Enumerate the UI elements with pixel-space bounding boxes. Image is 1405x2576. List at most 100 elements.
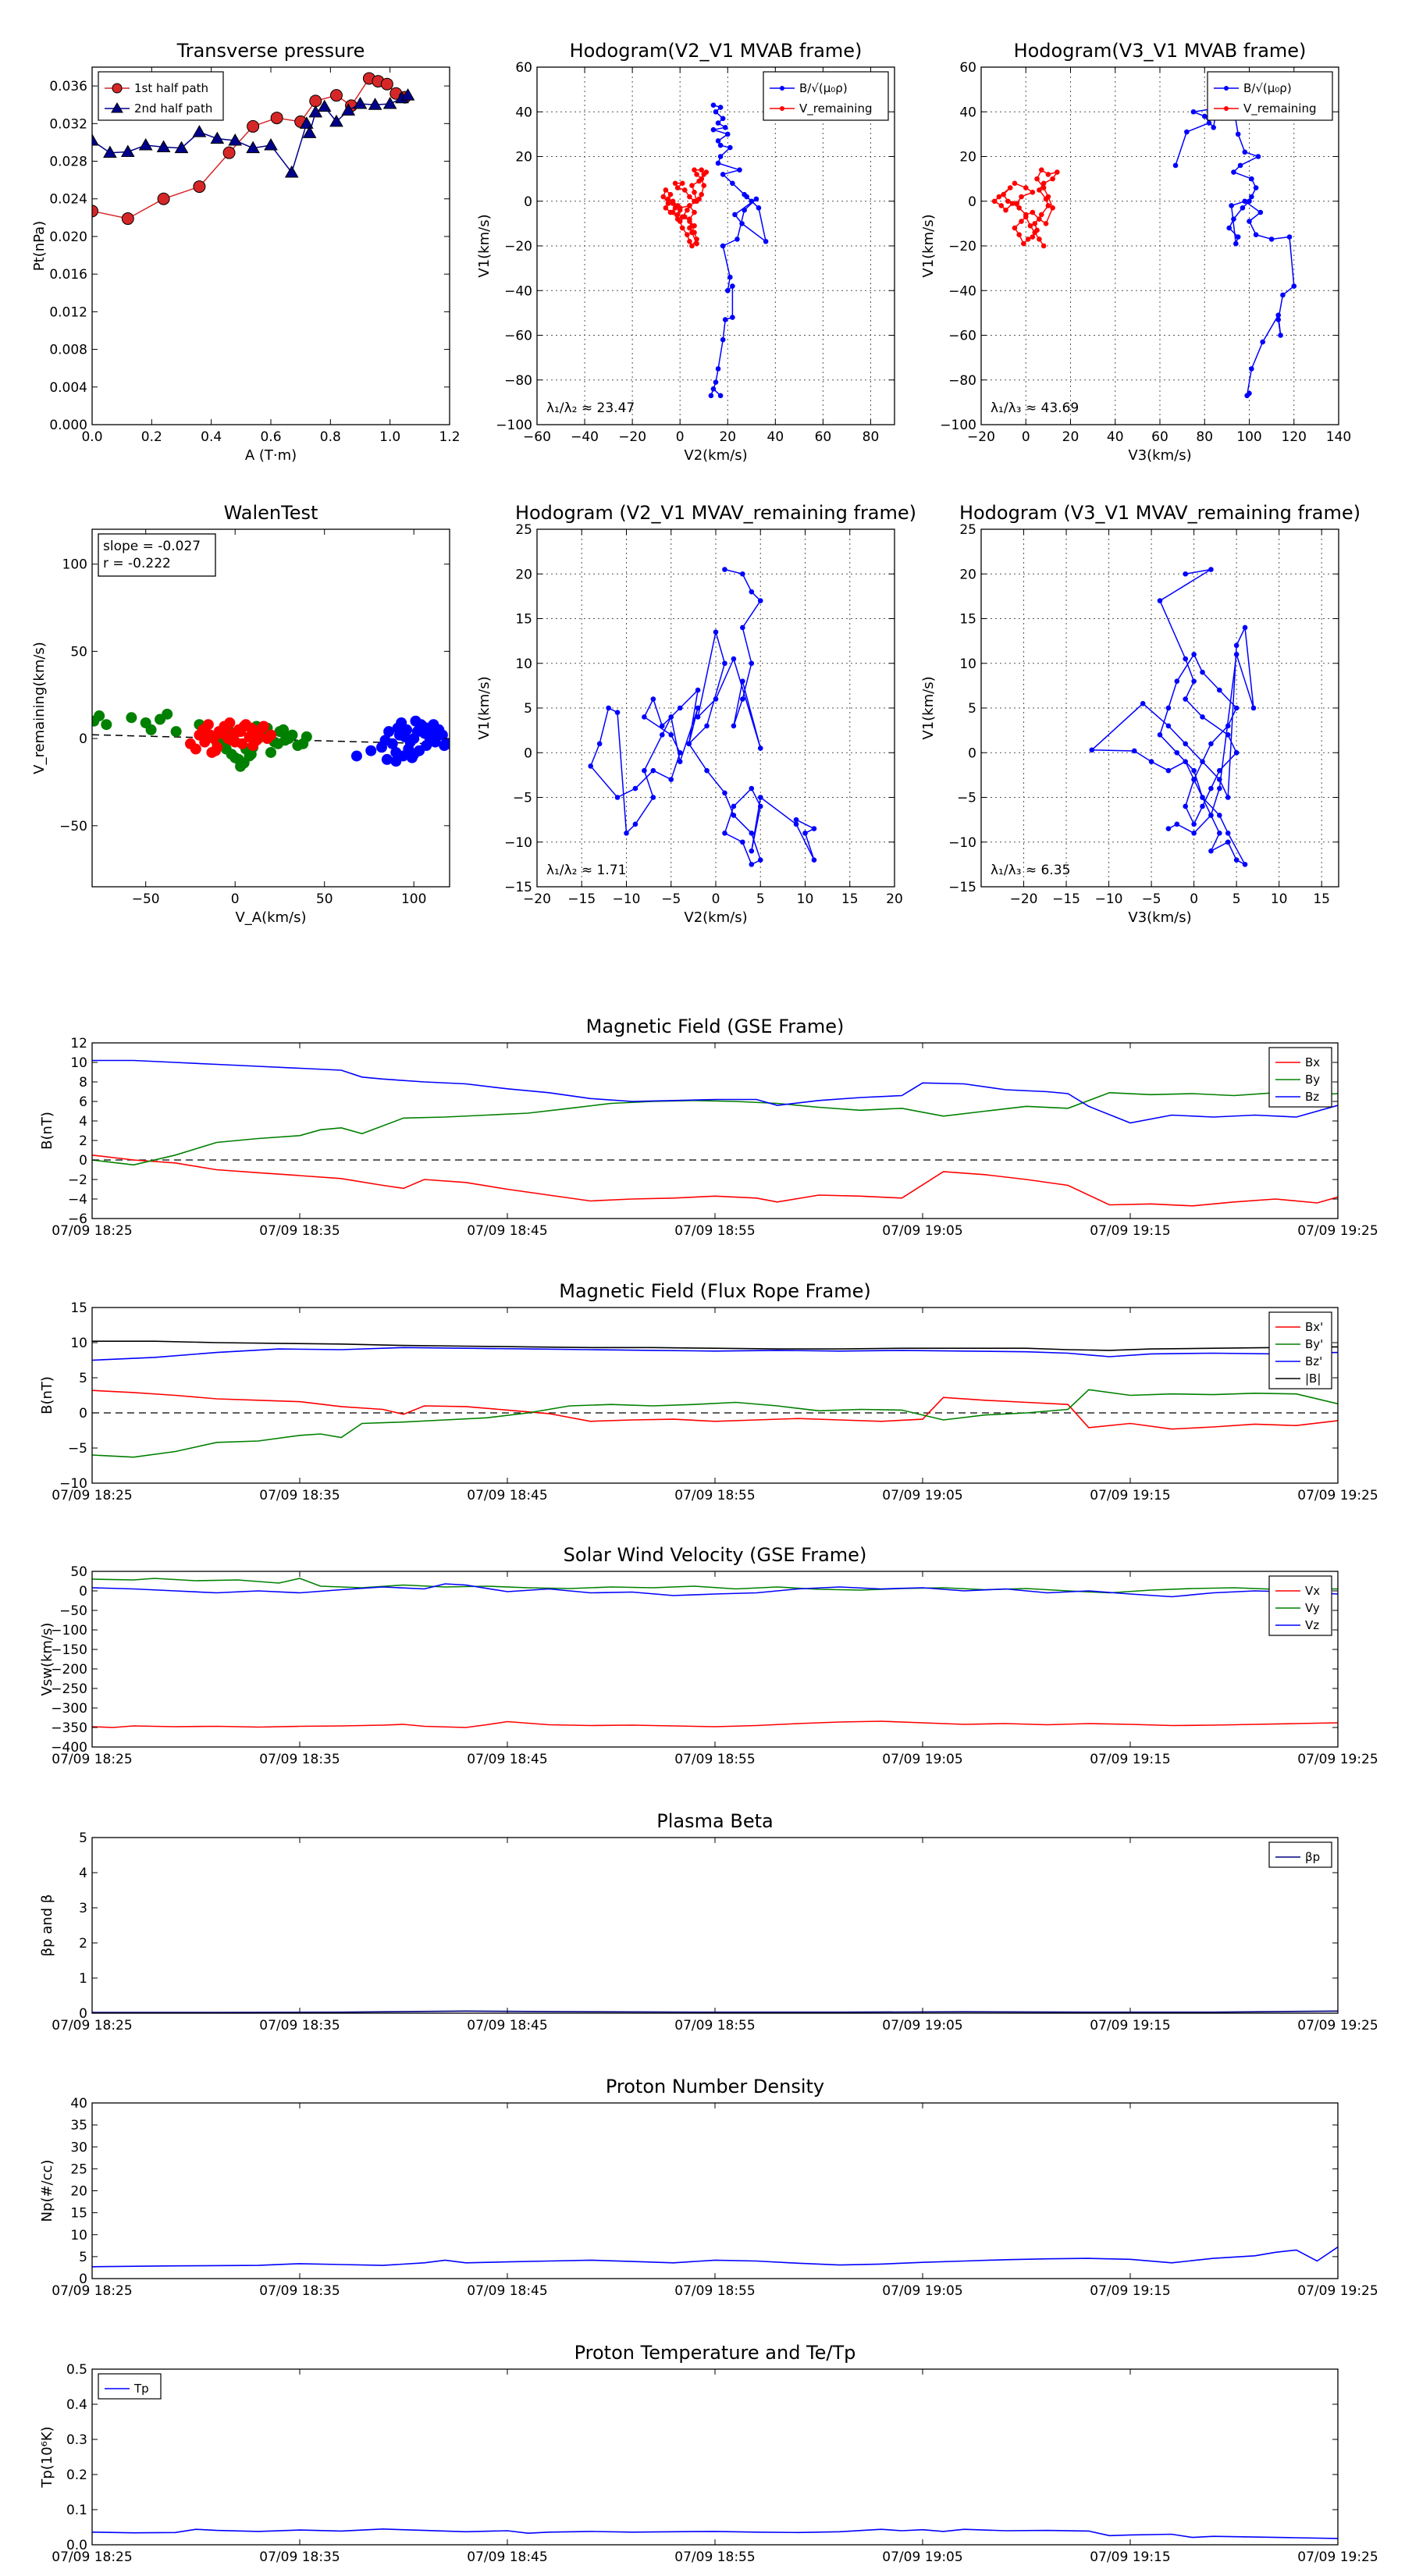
series-V_remaining [991,167,1060,249]
data-point [383,726,395,738]
y-axis-label: Vsw(km/s) [39,1623,55,1696]
legend: 1st half path 2nd half path [98,71,224,121]
x-tick-label: 10 [1271,891,1288,907]
y-tick-label: 25 [70,2161,87,2177]
data-point [1172,162,1179,169]
data-point [677,219,683,224]
x-tick-label: 07/09 19:15 [1090,2283,1170,2299]
y-tick-label: −15 [948,880,976,895]
data-point [350,750,362,762]
y-tick-label: 40 [515,105,532,120]
x-tick-label: 0.4 [201,429,222,445]
data-point [1191,777,1197,782]
y-axis-label: V1(km/s) [476,214,493,277]
plot-area [660,102,769,399]
y-tick-label: −5 [513,791,532,806]
y-tick-label: −40 [948,283,976,299]
y-tick-label: 50 [70,1564,87,1580]
data-point [665,196,671,202]
data-point [329,114,343,127]
chart-proton-number-density: Proton Number Density 07/09 18:25 07/09 18… [39,2076,1378,2299]
x-tick-label: −15 [567,891,596,907]
data-point [722,831,727,836]
chart-title: Hodogram(V2_V1 MVAB frame) [570,40,863,62]
x-tick-label: 07/09 18:45 [467,1488,547,1503]
data-point [665,201,671,206]
data-point [730,315,735,320]
series-By' [92,1389,1338,1458]
chart-title: Proton Temperature and Te/Tp [574,2342,856,2364]
data-point [715,160,721,166]
plot-area [1089,567,1257,867]
data-point [284,165,299,178]
y-tick-label: 0 [79,731,87,747]
data-point [1191,821,1197,827]
y-tick-label: 0.008 [49,343,87,358]
data-point [1217,767,1222,774]
data-point [1208,741,1214,747]
x-tick-label: 07/09 18:35 [259,2283,340,2299]
data-point [1233,705,1240,711]
series-V_remaining [588,567,817,867]
y-axis-label: V_remaining(km/s) [31,642,48,774]
plot-area [991,95,1297,399]
series-line [92,2246,1338,2268]
data-point [1043,221,1049,226]
y-tick-label: −400 [51,1740,87,1756]
data-point [757,598,763,603]
x-tick-label: 07/09 19:05 [882,1223,962,1239]
plot-frame [91,528,450,888]
data-point [1183,803,1189,809]
y-tick-label: 25 [515,522,532,538]
y-tick-label: 10 [70,1336,87,1351]
data-point [1165,767,1172,774]
data-point [704,767,710,774]
series-line [92,1720,1338,1728]
x-tick-label: 80 [863,429,880,445]
data-point [1233,240,1239,247]
data-point [687,219,692,224]
x-tick-label: 0 [231,891,240,907]
data-point [399,731,411,742]
x-tick-label: 07/09 19:05 [882,2283,962,2299]
x-tick-label: −10 [1095,891,1123,907]
data-point [1050,205,1055,211]
data-point [679,180,685,187]
data-point [624,831,629,836]
y-tick-label: 40 [959,105,976,120]
data-point [731,813,737,818]
y-tick-label: 0.032 [49,116,87,132]
x-tick-label: 0 [1022,429,1030,445]
data-point [1208,567,1214,572]
data-point [727,144,733,151]
plot-area [92,1578,1338,1728]
data-point [1249,366,1254,372]
series-V_remaining [660,167,710,249]
series-Bx' [92,1389,1338,1430]
legend-label: Bz [1305,1090,1319,1104]
data-point [138,138,153,151]
stats-line: slope = -0.027 [103,539,201,554]
y-tick-label: −80 [948,373,976,389]
x-tick-label: 07/09 19:25 [1297,1488,1378,1503]
x-tick-label: −10 [613,891,641,907]
data-point [757,857,763,863]
data-point [299,116,314,129]
series-line [92,1091,1338,1166]
data-point [126,712,137,724]
data-point [170,726,182,738]
series-line [92,1389,1338,1430]
y-axis-label: V1(km/s) [476,676,493,739]
data-point [793,817,799,823]
data-point [329,89,343,102]
data-point [793,821,799,827]
x-tick-label: 07/09 18:45 [467,1223,547,1239]
data-point [92,133,99,146]
x-tick-label: 07/09 19:15 [1090,2018,1170,2033]
x-tick-label: 100 [1236,429,1261,445]
y-tick-label: 12 [70,1036,87,1051]
data-point [694,240,699,247]
data-point [1291,283,1297,289]
data-point [382,96,397,109]
data-point [205,729,216,741]
